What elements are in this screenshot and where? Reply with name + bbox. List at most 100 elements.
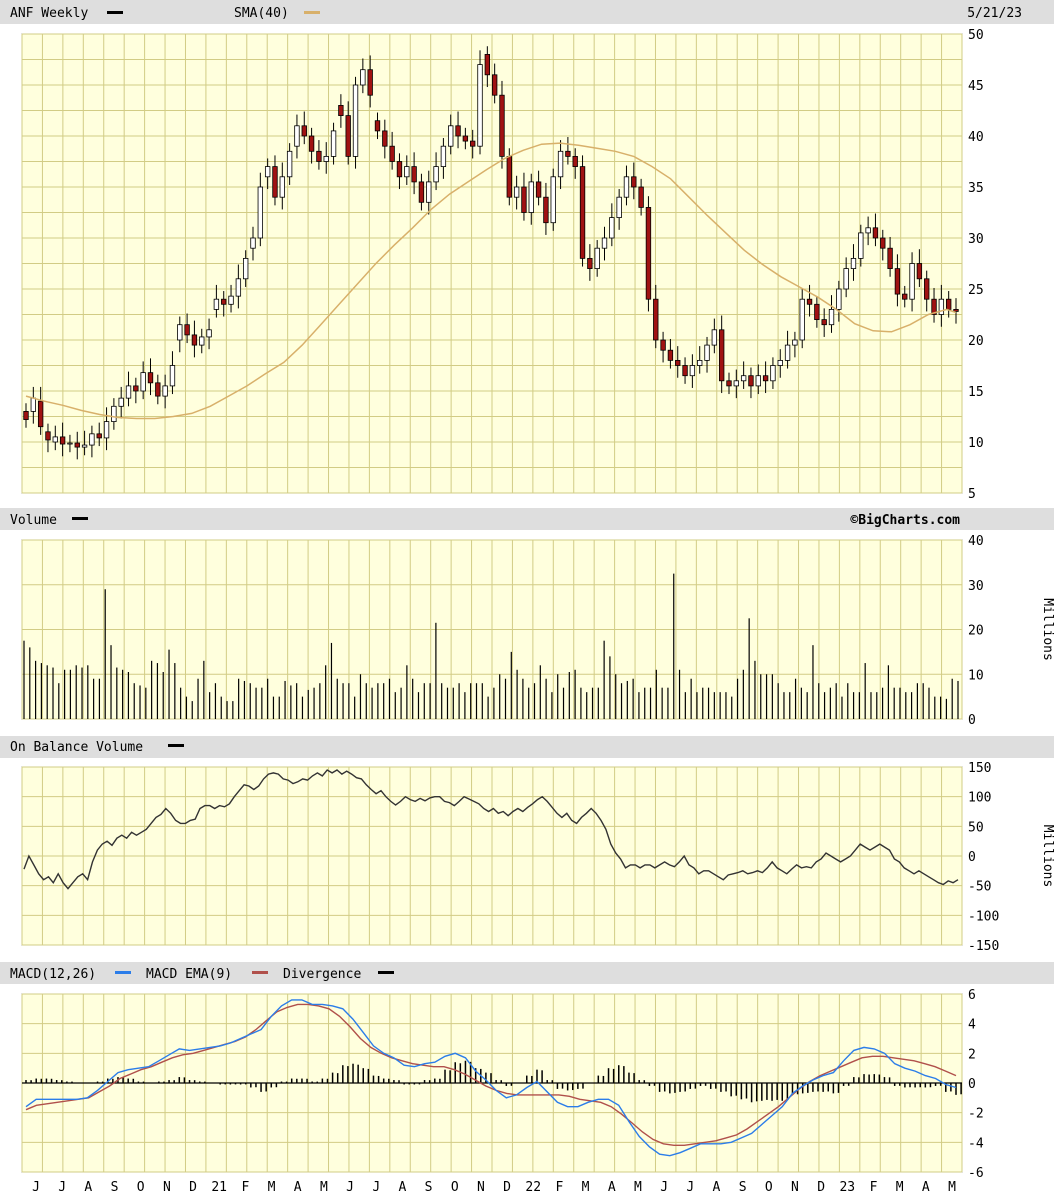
candle-body [396,161,403,178]
obv-legend-swatch [168,744,184,747]
candle-body [111,405,117,422]
candle-body [938,298,945,315]
x-tick-label: J [660,1180,668,1195]
candle-body [631,176,637,188]
y-tick-label: 0 [968,713,976,728]
candle-body [411,166,417,183]
y-tick-label: 20 [968,624,984,639]
candle-body [382,130,388,147]
y-tick-label: -4 [968,1136,984,1151]
y-tick-label: 50 [968,28,984,43]
y-tick-label: 40 [968,130,984,145]
candle-body [191,334,198,346]
candle-body [902,293,908,300]
candle-body [301,125,307,137]
candle-body [345,115,351,157]
x-tick-label: O [451,1180,459,1195]
obv-line [23,769,959,890]
candle-body [755,375,761,387]
x-tick-label: M [268,1180,276,1195]
y-tick-label: 5 [968,487,976,502]
candle-body [814,303,820,320]
candle-body [389,145,395,162]
x-tick-label: F [241,1180,249,1195]
candle-body [221,298,227,305]
ticker-legend-swatch [107,11,123,14]
candle-body [543,196,549,224]
volume-unit-label: Millions [1040,598,1054,661]
candle-body [513,186,520,198]
candle-body [264,166,271,178]
candle-body [74,442,80,448]
candle-body [762,375,769,382]
x-tick-label: J [372,1180,380,1195]
candle-body [367,69,373,96]
x-tick-label: S [739,1180,747,1195]
candle-body [199,336,205,346]
macd-legend-swatch [115,971,131,974]
y-tick-label: 0 [968,850,976,865]
y-tick-label: 6 [968,988,976,1003]
x-tick-label: S [111,1180,119,1195]
candle-body [953,308,959,312]
candle-body [499,94,505,157]
x-tick-label: N [791,1180,799,1195]
candle-body [506,155,512,198]
divergence-legend-swatch [378,971,394,974]
volume-legend-swatch [72,517,88,520]
candle-body [286,150,293,178]
x-tick-label: M [320,1180,328,1195]
candle-body [448,125,454,147]
candle-body [30,397,36,412]
candle-body [550,176,556,224]
candle-body [103,421,110,439]
candle-body [894,268,901,295]
candle-body [689,365,696,377]
candle-body [418,181,425,203]
candle-body [352,84,359,157]
x-tick-label: 21 [211,1180,227,1195]
candle-body [792,339,798,346]
x-tick-label: A [294,1180,302,1195]
candle-body [206,329,212,338]
candle-body [887,247,893,269]
candle-body [821,319,827,326]
x-tick-label: J [346,1180,354,1195]
candle-body [294,125,300,147]
candle-body [601,237,608,249]
volume-label: Volume [10,513,57,528]
y-tick-label: -2 [968,1107,984,1122]
candle-body [718,329,725,382]
x-tick-label: A [84,1180,92,1195]
x-tick-label: 22 [525,1180,541,1195]
candle-body [440,145,447,167]
candle-body [323,155,329,162]
candle-body [653,298,659,341]
y-tick-label: 0 [968,1077,976,1092]
candle-body [843,268,849,290]
y-tick-label: -100 [968,909,999,924]
candle-body [250,237,256,249]
candle-body [660,339,666,351]
x-tick-label: O [765,1180,773,1195]
y-tick-label: 2 [968,1047,976,1062]
candle-body [433,166,439,183]
y-tick-label: -150 [968,939,999,954]
y-tick-label: 45 [968,79,984,94]
x-tick-label: J [32,1180,40,1195]
candle-body [726,380,732,387]
candle-body [360,69,366,86]
candle-body [404,166,410,178]
candle-body [638,186,644,208]
candle-body [748,375,754,387]
y-tick-label: 150 [968,761,991,776]
y-tick-label: 100 [968,791,991,806]
sma-label: SMA(40) [234,6,289,21]
candle-body [23,410,29,420]
y-tick-label: 4 [968,1018,976,1033]
candle-body [931,298,937,315]
y-tick-label: 25 [968,283,984,298]
candle-body [155,382,161,397]
candle-body [880,237,886,249]
